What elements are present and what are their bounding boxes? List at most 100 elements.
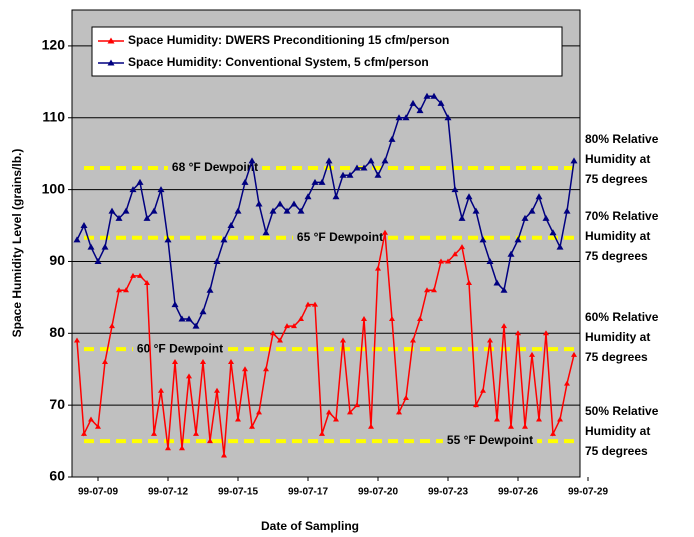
marker xyxy=(298,315,304,321)
marker xyxy=(424,287,430,293)
marker xyxy=(242,366,248,372)
marker xyxy=(227,222,235,229)
marker xyxy=(185,315,193,322)
y-tick-label: 90 xyxy=(49,252,65,268)
marker xyxy=(101,243,109,250)
x-tick-label: 99-07-20 xyxy=(358,487,398,498)
marker xyxy=(290,200,298,207)
marker xyxy=(381,157,389,164)
annotation: 80% Relative xyxy=(585,132,659,146)
annotation: 60% Relative xyxy=(585,310,659,324)
marker xyxy=(199,308,207,315)
y-tick-label: 70 xyxy=(49,396,65,412)
marker xyxy=(452,251,458,257)
annotation: 75 degrees xyxy=(585,172,648,186)
marker xyxy=(312,301,318,307)
marker xyxy=(410,337,416,343)
marker xyxy=(186,373,192,379)
marker xyxy=(438,258,444,264)
marker xyxy=(417,315,423,321)
legend-marker xyxy=(107,59,115,66)
annotation: Humidity at xyxy=(585,424,650,438)
marker xyxy=(479,236,487,243)
marker xyxy=(395,114,403,121)
marker xyxy=(235,416,241,422)
marker xyxy=(248,157,256,164)
marker xyxy=(445,258,451,264)
annotation: 70% Relative xyxy=(585,209,659,223)
marker xyxy=(94,257,102,264)
marker xyxy=(81,430,87,436)
marker xyxy=(87,243,95,250)
marker xyxy=(179,445,185,451)
marker xyxy=(136,178,144,185)
marker xyxy=(396,409,402,415)
marker xyxy=(347,409,353,415)
marker xyxy=(234,207,242,214)
marker xyxy=(80,222,88,229)
marker xyxy=(130,272,136,278)
marker xyxy=(493,279,501,286)
marker xyxy=(318,178,326,185)
reference-label-bg xyxy=(292,228,388,245)
marker xyxy=(542,214,550,221)
reference-label-bg xyxy=(167,159,263,176)
marker xyxy=(108,207,116,214)
marker xyxy=(564,380,570,386)
marker xyxy=(500,286,508,293)
marker xyxy=(353,164,361,171)
marker xyxy=(465,193,473,200)
marker xyxy=(466,280,472,286)
marker xyxy=(276,200,284,207)
annotation: 50% Relative xyxy=(585,404,659,418)
marker xyxy=(536,416,542,422)
marker xyxy=(403,394,409,400)
marker xyxy=(129,186,137,193)
marker xyxy=(535,193,543,200)
marker xyxy=(109,323,115,329)
marker xyxy=(423,92,431,99)
marker xyxy=(262,229,270,236)
marker xyxy=(472,207,480,214)
y-axis-title: Space Humidity Level (grains/lb.) xyxy=(10,149,24,338)
reference-label: 65 °F Dewpoint xyxy=(297,230,383,244)
marker xyxy=(508,423,514,429)
marker xyxy=(193,430,199,436)
annotation: Humidity at xyxy=(585,330,650,344)
marker xyxy=(116,287,122,293)
marker xyxy=(486,257,494,264)
marker xyxy=(480,387,486,393)
marker xyxy=(507,250,515,257)
marker xyxy=(165,445,171,451)
marker xyxy=(291,323,297,329)
marker xyxy=(332,193,340,200)
x-tick-label: 99-07-15 xyxy=(218,487,258,498)
marker xyxy=(389,315,395,321)
marker xyxy=(206,286,214,293)
marker xyxy=(200,359,206,365)
marker xyxy=(459,244,465,250)
marker xyxy=(416,107,424,114)
marker xyxy=(375,265,381,271)
legend-marker xyxy=(107,37,115,44)
marker xyxy=(494,416,500,422)
marker xyxy=(354,402,360,408)
marker xyxy=(95,423,101,429)
marker xyxy=(325,157,333,164)
marker xyxy=(228,359,234,365)
x-tick-label: 99-07-23 xyxy=(428,487,468,498)
marker xyxy=(501,323,507,329)
x-axis-title: Date of Sampling xyxy=(261,519,359,533)
reference-label: 68 °F Dewpoint xyxy=(172,160,258,174)
marker xyxy=(123,287,129,293)
legend-label: Space Humidity: DWERS Preconditioning 15… xyxy=(128,33,449,47)
marker xyxy=(255,200,263,207)
plot-border xyxy=(71,9,581,478)
y-tick-label: 60 xyxy=(49,468,65,484)
marker xyxy=(304,193,312,200)
series-line xyxy=(76,95,575,328)
marker xyxy=(388,135,396,142)
marker xyxy=(515,330,521,336)
y-tick-label: 110 xyxy=(42,108,65,124)
reference-label-bg xyxy=(442,432,538,449)
